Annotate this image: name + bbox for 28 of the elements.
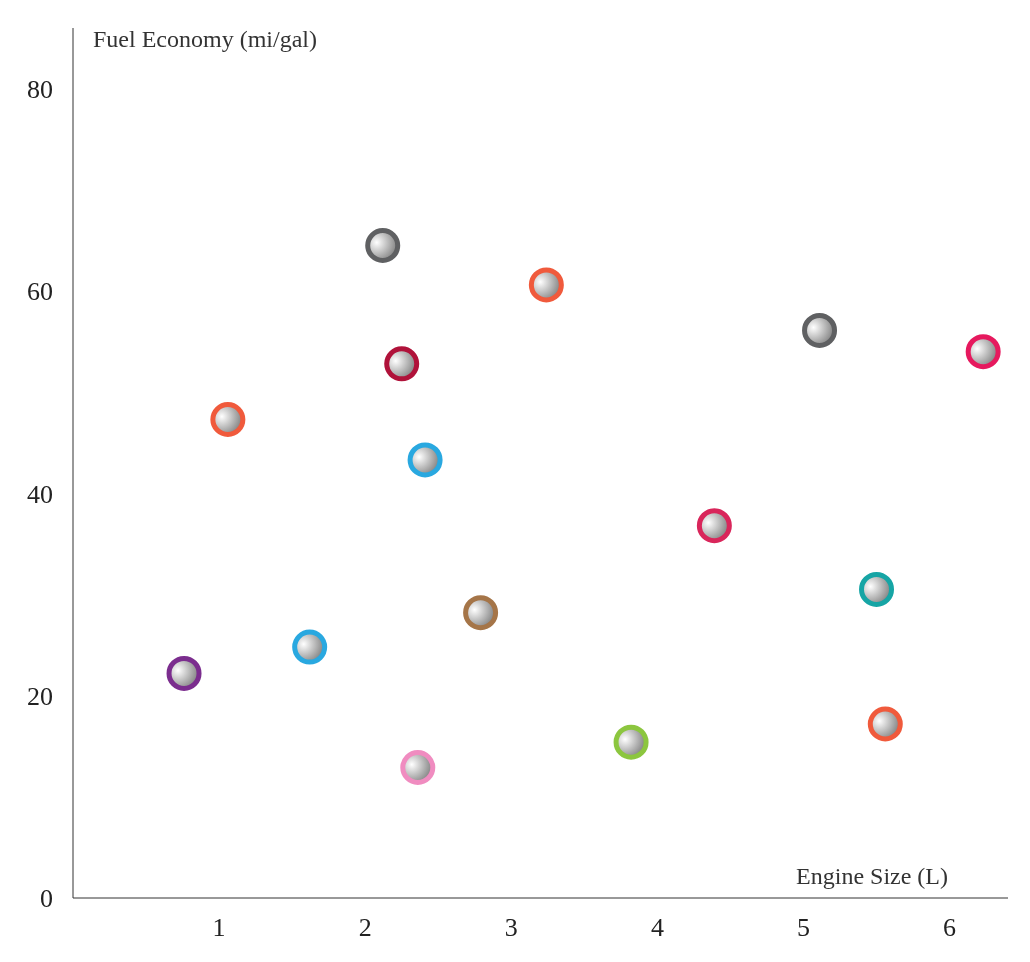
x-tick-label: 5 (796, 913, 810, 943)
point (859, 571, 895, 607)
point (867, 706, 903, 742)
y-axis-title: Fuel Economy (mi/gal) (93, 26, 317, 53)
point (463, 595, 499, 631)
point (613, 724, 649, 760)
y-tick-label: 0 (40, 884, 53, 914)
point (407, 442, 443, 478)
x-tick-label: 3 (504, 913, 518, 943)
point (802, 312, 838, 348)
y-tick-label: 80 (27, 74, 53, 104)
y-tick-label: 40 (27, 479, 53, 509)
x-axis-title: Engine Size (L) (796, 863, 948, 890)
point (528, 267, 564, 303)
point (384, 346, 420, 382)
x-tick-label: 2 (358, 913, 372, 943)
y-tick-label: 20 (27, 681, 53, 711)
point (210, 402, 246, 437)
y-tick-label: 60 (27, 277, 53, 307)
x-tick-label: 6 (943, 913, 957, 943)
point (365, 228, 401, 263)
point (965, 334, 1001, 370)
point (292, 629, 328, 665)
point (400, 750, 436, 785)
point (696, 508, 732, 544)
x-tick-label: 1 (212, 913, 226, 943)
x-tick-label: 4 (650, 913, 664, 943)
point (166, 655, 202, 691)
